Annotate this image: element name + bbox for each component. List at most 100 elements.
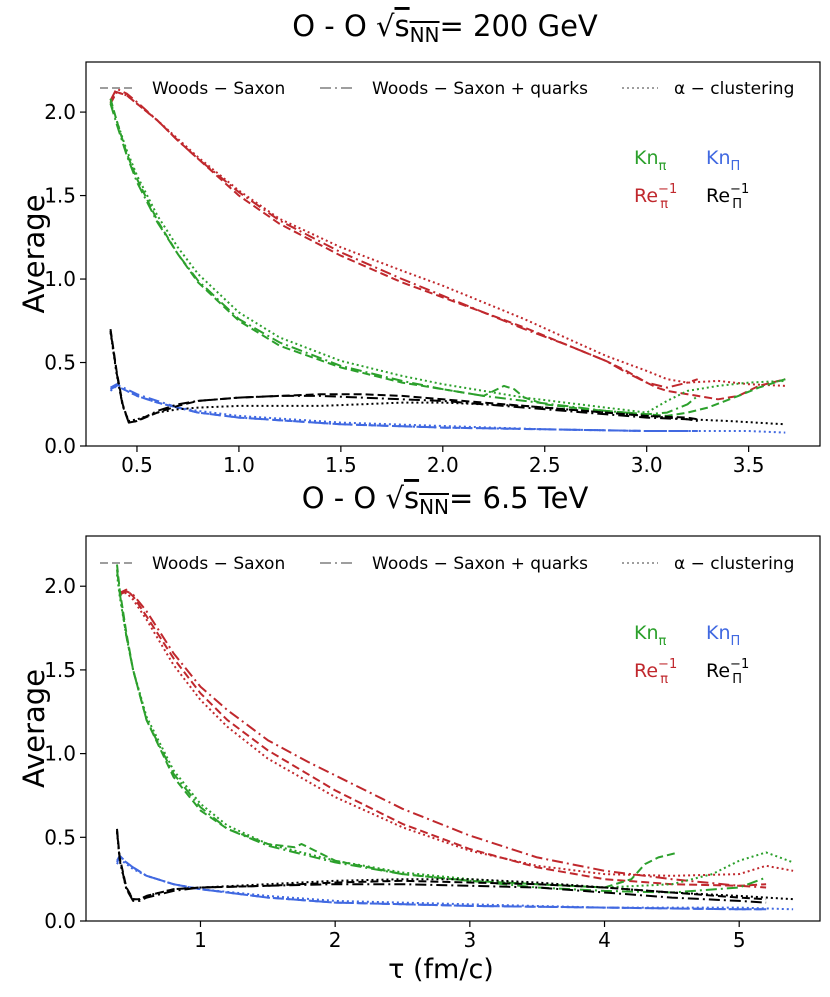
quantity-label-0: Knπ: [634, 622, 667, 649]
quantity-superscript: −1: [730, 182, 749, 197]
series-group: [109, 87, 786, 434]
y-tick-label: 0.0: [44, 434, 76, 458]
x-tick-label: 3: [463, 928, 476, 952]
title-prefix: O - O: [292, 9, 376, 43]
series-line-re-1-woods-saxon: [116, 828, 767, 901]
y-tick-label: 1.0: [44, 267, 76, 291]
quantity-subscript: Π: [731, 634, 741, 649]
x-tick-label: 1.5: [325, 453, 357, 477]
legend-label: Woods − Saxon + quarks: [372, 554, 588, 574]
legend: Woods − Saxon Woods − Saxon + quarks α − c…: [100, 554, 794, 574]
series-line-kn-woods-saxon: [109, 98, 786, 417]
series-line-re-1-clustering: [109, 332, 786, 426]
quantity-superscript: −1: [658, 182, 677, 197]
top-panel-200gev: O - O √sNN= 200 GeV 0.0 0.5 1.0 1.5 2.0 0.5 1.0…: [17, 9, 821, 477]
quantity-subscript: π: [660, 672, 668, 687]
x-tick-label: 4: [598, 928, 611, 952]
quantity-subscript: Π: [732, 672, 742, 687]
series-line-kn-woods-saxon-quarks: [110, 383, 698, 432]
quantity-base: Re: [634, 185, 658, 207]
quantity-subscript: π: [660, 197, 668, 212]
x-tick-label: 3.5: [733, 453, 765, 477]
x-tick-label: 2.0: [427, 453, 459, 477]
y-tick-label: 1.5: [44, 184, 76, 208]
sqrt-symbol: √: [385, 481, 404, 515]
series-line-kn-woods-saxon-quarks: [116, 854, 767, 911]
quantity-label-3: Re−1 Π: [706, 182, 749, 212]
sqrt-symbol: √: [376, 9, 395, 43]
series-line-re-1-woods-saxon: [109, 328, 698, 424]
series-line-re-1-clustering: [119, 591, 794, 877]
series-line-re-1-woods-saxon-quarks: [119, 590, 767, 889]
quantity-subscript: Π: [731, 159, 741, 174]
quantity-label-1: KnΠ: [706, 622, 740, 649]
title-suffix: = 200 GeV: [440, 9, 598, 43]
bottom-panel-6p5tev: O - O √sNN= 6.5 TeV 0.0 0.5 1.0 1.5 2.0 1 2 3 4 5 A…: [17, 481, 821, 985]
y-tick-label: 2.0: [44, 574, 76, 598]
title-sqrt-variable: s: [404, 481, 419, 515]
y-axis-label: Average: [17, 669, 51, 788]
x-tick-label: 3.0: [631, 453, 663, 477]
y-axis-label: Average: [17, 194, 51, 313]
legend-label: α − clustering: [674, 554, 794, 574]
quantity-superscript: −1: [730, 657, 749, 672]
title-sqrt-subscript: NN: [410, 23, 440, 47]
series-line-re-1-woods-saxon-quarks: [109, 330, 698, 424]
series-line-re-1-clustering: [109, 91, 786, 387]
series-line-re-1-woods-saxon-quarks: [109, 87, 699, 389]
y-tick-label: 0.0: [44, 909, 76, 933]
quantity-subscript: π: [659, 159, 667, 174]
x-tick-label: 2: [329, 928, 342, 952]
quantity-subscript: π: [659, 634, 667, 649]
series-group: [116, 564, 794, 911]
series-line-re-1-clustering: [116, 832, 794, 901]
y-tick-label: 1.0: [44, 742, 76, 766]
legend-label: Woods − Saxon + quarks: [372, 79, 588, 99]
plot-frame: [85, 61, 821, 447]
series-line-kn-woods-saxon-quarks: [116, 569, 767, 894]
quantity-superscript: −1: [658, 657, 677, 672]
title-suffix: = 6.5 TeV: [449, 481, 588, 515]
x-tick-label: 1: [194, 928, 207, 952]
title-sqrt-variable: s: [394, 9, 409, 43]
quantity-label-3: Re−1 Π: [706, 657, 749, 687]
series-line-kn-woods-saxon: [110, 384, 698, 432]
y-tick-label: 0.5: [44, 825, 76, 849]
series-line-re-1-woods-saxon: [119, 588, 767, 887]
x-axis-label: τ (fm/c): [388, 954, 494, 985]
series-line-kn-woods-saxon: [116, 564, 679, 889]
y-tick-label: 2.0: [44, 100, 76, 124]
quantity-label-2: Re−1 π: [634, 182, 677, 212]
legend-label: α − clustering: [674, 79, 794, 99]
x-tick-label: 2.5: [529, 453, 561, 477]
quantity-base: Kn: [634, 147, 659, 169]
x-tick-label: 0.5: [121, 453, 153, 477]
series-line-kn-clustering: [109, 101, 786, 414]
quantity-base: Kn: [706, 147, 731, 169]
chart-title: O - O √sNN= 6.5 TeV: [302, 481, 589, 519]
y-tick-label: 0.5: [44, 351, 76, 375]
legend-label: Woods − Saxon: [152, 554, 285, 574]
quantity-base: Re: [706, 185, 730, 207]
quantity-base: Re: [706, 660, 730, 682]
title-prefix: O - O: [302, 481, 386, 515]
plot-frame: [85, 535, 821, 922]
x-tick-label: 1.0: [223, 453, 255, 477]
series-line-kn-woods-saxon-quarks: [109, 103, 699, 416]
quantity-label-2: Re−1 π: [634, 657, 677, 687]
x-tick-label: 5: [733, 928, 746, 952]
quantity-base: Kn: [706, 622, 731, 644]
chart-title: O - O √sNN= 200 GeV: [292, 9, 598, 47]
title-sqrt-subscript: NN: [419, 495, 449, 519]
y-tick-label: 1.5: [44, 658, 76, 682]
legend-label: Woods − Saxon: [152, 79, 285, 99]
quantity-label-0: Knπ: [634, 147, 667, 174]
series-line-kn-clustering: [109, 384, 786, 434]
legend: Woods − Saxon Woods − Saxon + quarks α − c…: [100, 79, 794, 99]
series-line-kn-clustering: [116, 574, 794, 889]
quantity-base: Kn: [634, 622, 659, 644]
quantity-label-1: KnΠ: [706, 147, 740, 174]
quantity-subscript: Π: [732, 197, 742, 212]
series-line-re-1-woods-saxon: [109, 91, 786, 401]
